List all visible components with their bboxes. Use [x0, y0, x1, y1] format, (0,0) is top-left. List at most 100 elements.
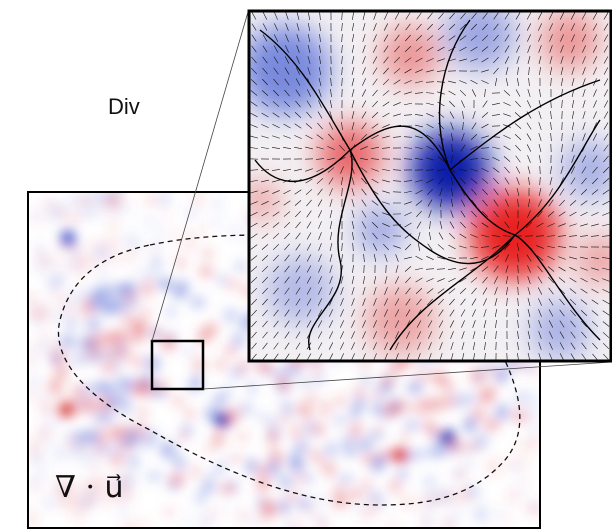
noise-blob — [95, 383, 107, 393]
formula-label: ∇ · u⃗ — [55, 470, 124, 505]
noise-blob — [49, 379, 58, 388]
noise-blob — [496, 507, 503, 520]
noise-blob — [240, 403, 251, 415]
noise-blob — [234, 262, 246, 271]
noise-blob — [454, 394, 461, 408]
noise-blob — [127, 283, 139, 293]
noise-blob — [368, 491, 383, 502]
noise-blob — [39, 338, 48, 351]
noise-blob — [190, 297, 205, 308]
noise-blob — [147, 473, 163, 480]
strong-blob — [61, 231, 75, 245]
noise-blob — [105, 285, 114, 296]
noise-blob — [136, 424, 146, 438]
noise-blob — [104, 208, 111, 215]
noise-blob — [355, 397, 364, 410]
noise-blob — [223, 309, 238, 323]
noise-blob — [305, 474, 312, 482]
noise-blob — [121, 313, 134, 325]
noise-blob — [83, 463, 95, 470]
noise-blob — [127, 251, 136, 261]
noise-blob — [94, 411, 102, 423]
noise-blob — [320, 401, 330, 416]
noise-blob — [105, 253, 111, 264]
noise-blob — [49, 387, 64, 394]
field-blob — [380, 25, 440, 85]
noise-blob — [508, 489, 517, 503]
noise-blob — [90, 241, 104, 248]
noise-blob — [305, 506, 315, 514]
noise-blob — [485, 420, 500, 430]
noise-blob — [50, 355, 62, 362]
noise-blob — [116, 297, 128, 312]
noise-blob — [424, 476, 435, 486]
noise-blob — [163, 210, 169, 218]
noise-blob — [81, 243, 88, 251]
noise-blob — [33, 263, 44, 272]
strong-blob — [393, 448, 407, 462]
noise-blob — [37, 465, 46, 479]
noise-blob — [161, 442, 176, 458]
noise-blob — [268, 418, 277, 425]
noise-blob — [296, 473, 302, 482]
noise-blob — [454, 507, 464, 518]
noise-blob — [133, 380, 148, 391]
noise-blob — [454, 468, 467, 479]
noise-blob — [54, 446, 65, 462]
strong-blob — [441, 430, 455, 444]
noise-blob — [515, 442, 531, 451]
noise-blob — [290, 425, 301, 440]
noise-blob — [211, 219, 221, 225]
noise-blob — [353, 388, 365, 398]
noise-blob — [184, 209, 197, 217]
noise-blob — [488, 463, 498, 476]
noise-blob — [371, 392, 380, 400]
noise-blob — [115, 188, 122, 200]
noise-blob — [101, 364, 116, 371]
noise-blob — [496, 368, 508, 383]
noise-blob — [245, 517, 261, 523]
noise-blob — [100, 446, 108, 455]
noise-blob — [86, 318, 100, 331]
noise-blob — [528, 426, 541, 436]
noise-blob — [28, 358, 37, 367]
noise-blob — [74, 253, 82, 267]
noise-blob — [71, 510, 86, 522]
noise-blob — [145, 272, 155, 281]
noise-blob — [57, 208, 67, 222]
noise-blob — [205, 407, 217, 421]
noise-blob — [441, 396, 452, 410]
noise-blob — [108, 445, 122, 453]
noise-blob — [41, 393, 48, 402]
noise-blob — [122, 407, 131, 414]
noise-blob — [180, 516, 190, 524]
noise-blob — [471, 509, 483, 518]
noise-blob — [213, 432, 223, 446]
noise-blob — [109, 219, 117, 233]
noise-blob — [363, 477, 371, 491]
noise-blob — [256, 465, 268, 477]
noise-blob — [176, 280, 189, 296]
noise-blob — [94, 332, 106, 348]
noise-blob — [113, 284, 129, 294]
noise-blob — [502, 514, 512, 522]
noise-blob — [389, 480, 401, 492]
noise-blob — [220, 486, 236, 493]
noise-blob — [361, 455, 375, 462]
noise-blob — [324, 462, 335, 476]
noise-blob — [97, 428, 108, 442]
noise-blob — [296, 403, 312, 414]
noise-blob — [521, 472, 527, 486]
noise-blob — [81, 307, 94, 314]
noise-blob — [289, 449, 298, 465]
noise-blob — [220, 461, 227, 469]
noise-blob — [110, 353, 122, 360]
noise-blob — [115, 329, 130, 343]
noise-blob — [166, 308, 175, 316]
field-blob — [265, 255, 335, 325]
noise-blob — [238, 362, 248, 371]
noise-blob — [401, 433, 410, 440]
noise-blob — [186, 409, 193, 418]
noise-blob — [193, 374, 201, 387]
noise-blob — [67, 319, 77, 328]
